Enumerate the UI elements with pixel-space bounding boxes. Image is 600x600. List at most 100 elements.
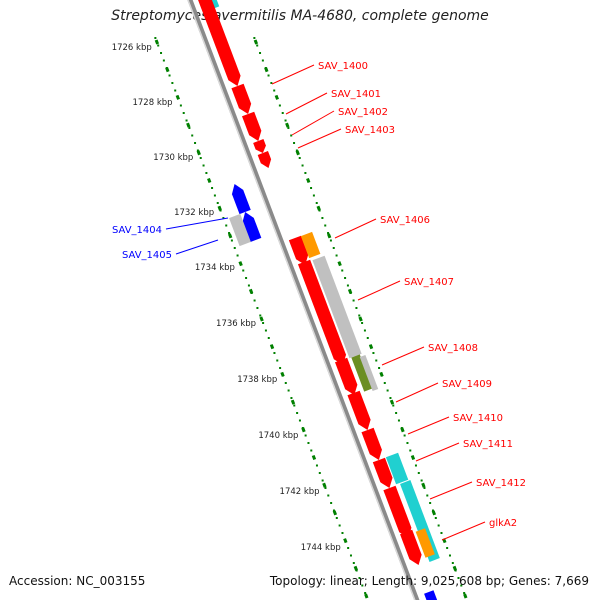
kbp-tick-label: 1732 kbp [174,208,214,218]
ruler-dot [321,479,324,482]
ruler-dot [315,202,318,204]
ruler-dot [406,442,409,444]
ruler-dot [287,127,290,129]
gene-label[interactable]: SAV_1400 [318,61,368,72]
ruler-dot [324,487,327,489]
ruler-dot [298,419,301,422]
ruler-dot [256,44,259,47]
ruler-dot [295,149,298,152]
gene-label[interactable]: SAV_1403 [345,125,395,136]
ruler-dashes-left [154,39,369,599]
gene-label-leader [334,218,377,239]
gene-feature-cyan-2 [385,452,409,485]
ruler-dot [262,322,265,324]
ruler-dash [295,150,300,156]
ruler-dot [389,397,392,399]
ruler-dot [191,134,194,137]
gene-arrow-sav-1406 [288,235,309,265]
ruler-dash [217,205,222,211]
ruler-dot [310,187,313,189]
ruler-dot [270,82,273,84]
ruler-dot [329,239,332,242]
ruler-dash [154,39,160,45]
ruler-dot [409,449,412,452]
ruler-dot [253,299,256,302]
ruler-dot [446,547,449,549]
gene-label[interactable]: SAV_1405 [122,250,172,261]
ruler-dot [259,314,262,317]
ruler-dash [207,177,212,184]
ruler-dot [344,277,347,279]
gene-label[interactable]: SAV_1402 [338,107,388,118]
ruler-dash [400,427,405,433]
ruler-dot [157,44,160,47]
ruler-dash [347,288,353,294]
ruler-dot [160,52,163,54]
ruler-track-left [154,37,367,594]
ruler-dot [245,277,248,279]
gene-label[interactable]: glkA2 [489,518,517,529]
ruler-dot [347,547,350,549]
ruler-dot [423,487,426,489]
ruler-dot [454,569,457,572]
gene-label[interactable]: SAV_1412 [476,478,526,489]
gene-label[interactable]: SAV_1409 [442,379,492,390]
ruler-dot [278,104,281,107]
ruler-dash [421,482,426,488]
ruler-dot [364,592,367,594]
gene-label[interactable]: SAV_1406 [380,215,430,226]
gene-arrow-glka2 [400,529,422,565]
ruler-dot [185,119,188,122]
ruler-dot [219,209,222,212]
ruler-dot [205,172,208,174]
ruler-dash [290,399,296,405]
ruler-dot [253,37,256,39]
ruler-dot [293,142,296,144]
ruler-dot [213,194,216,197]
gene-label[interactable]: SAV_1408 [428,343,478,354]
ruler-dash [364,593,369,599]
ruler-dot [378,367,381,369]
kbp-tick-label: 1744 kbp [301,543,341,553]
gene-feature-blue-bottom [424,590,438,600]
ruler-dash [452,565,457,571]
ruler-dash [379,371,384,377]
gene-label-leader [291,110,335,136]
ruler-dot [349,554,352,557]
ruler-dot [154,37,157,39]
backbone-line [187,0,420,600]
ruler-dot [420,479,423,482]
gene-label[interactable]: SAV_1411 [463,439,513,450]
kbp-tick-label: 1726 kbp [112,43,152,53]
ruler-dash [274,94,279,100]
gene-label-leader [381,346,425,366]
kbp-tick-label: 1734 kbp [195,263,235,273]
ruler-dot [403,434,406,437]
gene-label-leader [357,280,401,301]
ruler-dot [318,472,321,474]
ruler-dot [341,532,344,534]
ruler-dot [335,254,338,257]
gene-label[interactable]: SAV_1401 [331,89,381,100]
ruler-dash [322,482,327,488]
kbp-tick-label: 1738 kbp [237,375,277,385]
genome-summary-text: Topology: linear; Length: 9,025,608 bp; … [269,574,589,588]
ruler-dot [279,367,282,369]
kbp-ruler: 1726 kbp 1728 kbp 1730 kbp 1732 kbp 1734 kbp… [112,37,468,599]
ruler-dash [175,94,180,100]
ruler-dash [327,233,332,239]
ruler-dot [451,562,454,564]
ruler-dot [211,187,214,189]
ruler-dot [273,89,276,92]
gene-label-leader [407,416,450,435]
ruler-track-right [253,37,466,594]
ruler-dot [386,389,389,392]
ruler-dot [361,584,364,587]
ruler-dot [324,224,327,227]
ruler-dash [389,399,395,405]
ruler-dot [312,194,315,197]
gene-label[interactable]: SAV_1410 [453,413,503,424]
gene-label[interactable]: SAV_1404 [112,225,162,236]
gene-label[interactable]: SAV_1407 [404,277,454,288]
